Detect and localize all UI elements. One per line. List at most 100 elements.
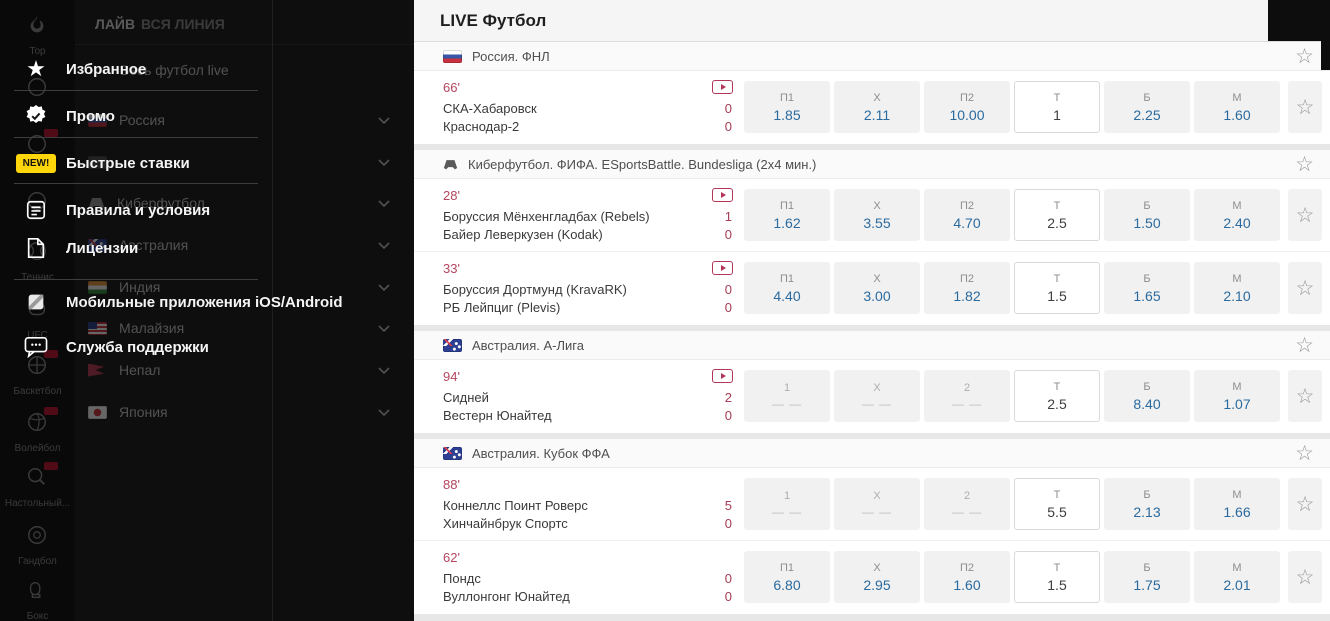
odds-cell-over[interactable]: Б 2.13 xyxy=(1104,478,1190,530)
score-home: 5 xyxy=(724,498,732,513)
video-stream-icon[interactable] xyxy=(712,80,733,94)
favorite-star-icon[interactable]: ☆ xyxy=(1295,565,1315,589)
odds-cell-x[interactable]: X 2.11 xyxy=(834,81,920,133)
license-page-icon xyxy=(16,237,56,259)
menu-item-rules[interactable]: Правила и условия xyxy=(0,193,272,227)
league-card-australia-aleague: Австралия. А-Лига ☆ 94' Сидней Вестерн Ю… xyxy=(414,331,1330,433)
odds-cell-under[interactable]: М 2.01 xyxy=(1194,551,1280,603)
video-stream-icon[interactable] xyxy=(712,369,733,383)
video-stream-icon[interactable] xyxy=(712,188,733,202)
score-away: 0 xyxy=(724,589,732,604)
odds-cell-p1[interactable]: П1 6.80 xyxy=(744,551,830,603)
video-stream-icon[interactable] xyxy=(712,261,733,275)
score-home: 1 xyxy=(724,209,732,224)
team-name-home: Боруссия Мёнхенгладбах (Rebels) xyxy=(443,209,650,224)
odds-cell-under[interactable]: М 1.66 xyxy=(1194,478,1280,530)
menu-item-favorites[interactable]: ★ Избранное xyxy=(0,52,272,86)
odds-cell-p2[interactable]: П2 1.82 xyxy=(924,262,1010,314)
panel-divider xyxy=(272,0,273,621)
score-away: 0 xyxy=(724,119,732,134)
mobile-phone-icon xyxy=(16,291,56,313)
team-name-home: Коннеллс Поинт Роверс xyxy=(443,498,588,513)
odds-cell-total[interactable]: Т 5.5 xyxy=(1014,478,1100,530)
odds-cell-under[interactable]: М 1.07 xyxy=(1194,370,1280,422)
odds-cell-under[interactable]: М 2.10 xyxy=(1194,262,1280,314)
match-row: 33' Боруссия Дортмунд (KravaRK) РБ Лейпц… xyxy=(414,252,1330,325)
odds-cell-x[interactable]: X 2.95 xyxy=(834,551,920,603)
score-home: 0 xyxy=(724,282,732,297)
favorite-league-star[interactable]: ☆ xyxy=(1295,441,1314,465)
odds-cell-over[interactable]: Б 8.40 xyxy=(1104,370,1190,422)
favorite-match-cell[interactable]: ☆ xyxy=(1288,81,1322,133)
team-name-away: Вуллонгонг Юнайтед xyxy=(443,589,570,604)
team-name-home: Пондс xyxy=(443,571,481,586)
match-row: 62' Пондс Вуллонгонг Юнайтед 0 0 П1 6.80 … xyxy=(414,541,1330,614)
favorite-star-icon[interactable]: ☆ xyxy=(1295,492,1315,516)
odds-cell-over[interactable]: Б 1.50 xyxy=(1104,189,1190,241)
team-name-home: Боруссия Дортмунд (KravaRK) xyxy=(443,282,627,297)
favorite-match-cell[interactable]: ☆ xyxy=(1288,370,1322,422)
favorite-league-star[interactable]: ☆ xyxy=(1295,333,1314,357)
odds-cell-x[interactable]: X 3.00 xyxy=(834,262,920,314)
favorite-match-cell[interactable]: ☆ xyxy=(1288,551,1322,603)
content-header: LIVE Футбол xyxy=(414,0,1330,42)
league-header: Австралия. А-Лига ☆ xyxy=(414,331,1330,360)
league-card-australia-ffa-cup: Австралия. Кубок ФФА ☆ 88' Коннеллс Поин… xyxy=(414,439,1330,614)
team-name-away: Байер Леверкузен (Kodak) xyxy=(443,227,603,242)
menu-divider xyxy=(14,279,258,280)
favorite-league-star[interactable]: ☆ xyxy=(1295,152,1314,176)
menu-item-promo[interactable]: Промо xyxy=(0,99,272,133)
odds-cell-2-disabled: 2— — xyxy=(924,478,1010,530)
odds-cell-total[interactable]: Т 2.5 xyxy=(1014,370,1100,422)
odds-cell-under[interactable]: М 1.60 xyxy=(1194,81,1280,133)
odds-cell-total[interactable]: Т 1.5 xyxy=(1014,262,1100,314)
menu-item-support[interactable]: Служба поддержки xyxy=(0,330,272,364)
score-away: 0 xyxy=(724,408,732,423)
odds-cell-over[interactable]: Б 1.65 xyxy=(1104,262,1190,314)
odds-cell-p1[interactable]: П1 4.40 xyxy=(744,262,830,314)
favorite-match-cell[interactable]: ☆ xyxy=(1288,189,1322,241)
score-away: 0 xyxy=(724,516,732,531)
league-header: Киберфутбол. ФИФА. ESportsBattle. Bundes… xyxy=(414,150,1330,179)
match-row: 88' Коннеллс Поинт Роверс Хинчайнбрук Сп… xyxy=(414,468,1330,541)
favorite-star-icon[interactable]: ☆ xyxy=(1295,95,1315,119)
odds-cell-total[interactable]: Т 1.5 xyxy=(1014,551,1100,603)
new-badge: NEW! xyxy=(16,153,56,173)
odds-cell-over[interactable]: Б 1.75 xyxy=(1104,551,1190,603)
favorite-star-icon[interactable]: ☆ xyxy=(1295,203,1315,227)
favorite-match-cell[interactable]: ☆ xyxy=(1288,478,1322,530)
team-name-away: РБ Лейпциг (Plevis) xyxy=(443,300,561,315)
odds-cell-p1[interactable]: П1 1.85 xyxy=(744,81,830,133)
modal-backdrop[interactable] xyxy=(0,0,414,621)
document-icon xyxy=(16,199,56,221)
menu-item-licenses[interactable]: Лицензии xyxy=(0,231,272,265)
odds-cells: П1 6.80 X 2.95 П2 1.60 Т 1.5 Б 1.75 М 2.01 xyxy=(744,551,1280,603)
match-time: 28' xyxy=(443,188,460,203)
odds-cell-total[interactable]: Т 2.5 xyxy=(1014,189,1100,241)
odds-cell-p2[interactable]: П2 10.00 xyxy=(924,81,1010,133)
odds-cell-2-disabled: 2— — xyxy=(924,370,1010,422)
match-time: 62' xyxy=(443,550,460,565)
flag-australia-icon xyxy=(443,338,462,352)
team-name-home: СКА-Хабаровск xyxy=(443,101,537,116)
odds-cell-p2[interactable]: П2 4.70 xyxy=(924,189,1010,241)
match-row: 28' Боруссия Мёнхенгладбах (Rebels) Байе… xyxy=(414,179,1330,252)
menu-item-mobile-apps[interactable]: Мобильные приложения iOS/Android xyxy=(0,285,343,319)
favorite-star-icon[interactable]: ☆ xyxy=(1295,276,1315,300)
odds-cell-over[interactable]: Б 2.25 xyxy=(1104,81,1190,133)
flag-australia-icon xyxy=(443,446,462,460)
league-card-russia-fnl: Россия. ФНЛ ☆ 66' СКА-Хабаровск Краснода… xyxy=(414,42,1330,144)
odds-cell-under[interactable]: М 2.40 xyxy=(1194,189,1280,241)
menu-item-quick-bets[interactable]: NEW! Быстрые ставки xyxy=(0,146,272,180)
odds-cell-p2[interactable]: П2 1.60 xyxy=(924,551,1010,603)
star-icon: ★ xyxy=(26,56,46,81)
team-name-home: Сидней xyxy=(443,390,489,405)
favorite-star-icon[interactable]: ☆ xyxy=(1295,384,1315,408)
odds-cell-p1[interactable]: П1 1.62 xyxy=(744,189,830,241)
match-time: 88' xyxy=(443,477,460,492)
odds-cell-x[interactable]: X 3.55 xyxy=(834,189,920,241)
drawer-menu: ★ Избранное Промо NEW! Быстрые ставки Пр… xyxy=(0,0,343,621)
favorite-league-star[interactable]: ☆ xyxy=(1295,44,1314,68)
favorite-match-cell[interactable]: ☆ xyxy=(1288,262,1322,314)
